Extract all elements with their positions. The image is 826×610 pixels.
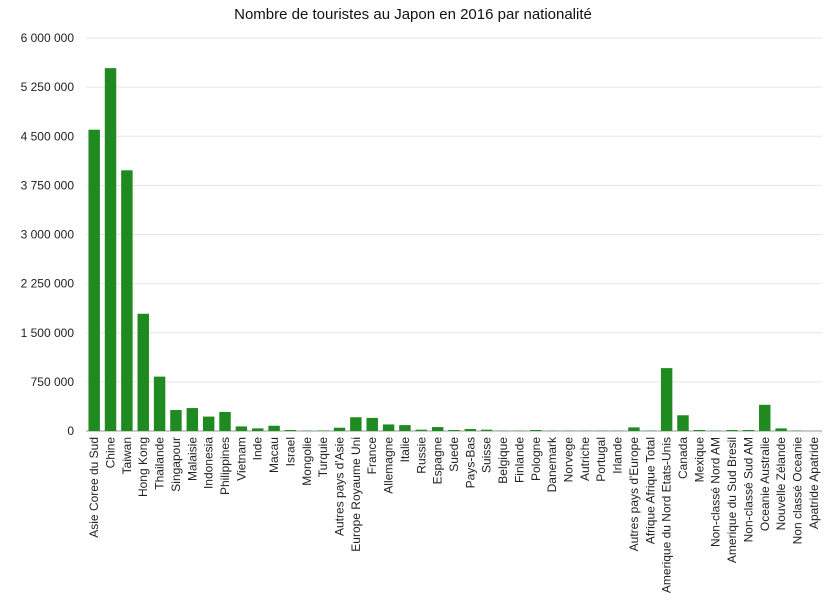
x-tick-label: Asie Coree du Sud xyxy=(87,437,101,538)
bar xyxy=(137,313,149,431)
x-tick-label: Italie xyxy=(398,437,412,463)
bar xyxy=(677,415,689,431)
x-tick-label: Espagne xyxy=(431,437,445,485)
bar xyxy=(431,427,444,431)
x-tick-label: Non-classé Sud AM xyxy=(741,437,755,542)
bar xyxy=(759,404,771,431)
bar xyxy=(775,428,787,431)
bar xyxy=(382,424,395,431)
bar xyxy=(628,427,640,431)
bar xyxy=(660,368,673,431)
x-tick-label: Amerique du Sud Bresil xyxy=(725,437,739,563)
x-tick-label: Israel xyxy=(283,437,297,466)
x-tick-label: Mongolie xyxy=(300,437,314,486)
x-tick-label: Malaisie xyxy=(185,437,199,481)
bar xyxy=(350,417,362,431)
x-tick-label: Norvege xyxy=(561,437,575,483)
x-tick-label: Apatride Apatride xyxy=(807,437,821,529)
x-tick-label: Europe Royaume Uni xyxy=(349,437,363,552)
x-tick-label: Finlande xyxy=(512,437,526,483)
y-tick-label: 1 500 000 xyxy=(21,326,75,340)
x-tick-label: Non-classé Nord AM xyxy=(709,437,723,547)
x-tick-label: Thailande xyxy=(153,437,167,490)
y-tick-label: 4 500 000 xyxy=(21,129,75,143)
x-tick-label: Macau xyxy=(267,437,281,473)
chart-title: Nombre de touristes au Japon en 2016 par… xyxy=(234,6,592,23)
bar xyxy=(464,429,477,431)
bar xyxy=(252,428,264,431)
x-tick-label: Hong Kong xyxy=(136,437,150,497)
y-tick-label: 0 xyxy=(67,424,74,438)
bar xyxy=(742,430,755,431)
x-tick-label: Suisse xyxy=(480,437,494,473)
bar xyxy=(235,426,248,431)
bar xyxy=(480,429,493,431)
x-tick-label: Irlande xyxy=(611,437,625,474)
x-tick-label: Indonesia xyxy=(202,437,216,489)
x-tick-label: Nouvelle Zélande xyxy=(774,437,788,531)
bar xyxy=(415,429,428,431)
x-tick-label: Danemark xyxy=(545,436,559,492)
bar xyxy=(366,417,378,431)
x-tick-label: Amerique du Nord Etats-Unis xyxy=(660,437,674,593)
bar xyxy=(268,425,280,431)
x-tick-label: Autres pays d'Asie xyxy=(333,437,347,536)
bar xyxy=(153,376,166,431)
x-tick-label: Suede xyxy=(447,437,461,472)
bar xyxy=(284,430,297,431)
bar xyxy=(104,68,117,431)
bar xyxy=(333,427,346,431)
x-tick-label: Mexique xyxy=(692,437,706,483)
y-tick-label: 3 750 000 xyxy=(21,178,75,192)
x-tick-label: Singapour xyxy=(169,437,183,492)
y-tick-label: 3 000 000 xyxy=(21,228,75,242)
y-tick-label: 6 000 000 xyxy=(21,31,75,45)
x-tick-label: Portugal xyxy=(594,437,608,482)
bar xyxy=(317,430,329,431)
x-tick-label: Autres pays d'Europe xyxy=(627,437,641,552)
x-tick-label: Oceanie Australie xyxy=(758,437,772,531)
x-tick-label: Pays-Bas xyxy=(463,437,477,488)
x-tick-label: Taiwan xyxy=(120,437,134,474)
bar xyxy=(530,430,542,431)
x-tick-label: Turquie xyxy=(316,437,330,478)
x-tick-label: Canada xyxy=(676,437,690,479)
bar xyxy=(186,408,199,431)
x-tick-label: Inde xyxy=(251,437,265,461)
bar xyxy=(88,129,100,431)
x-tick-label: Vietnam xyxy=(234,437,248,481)
x-tick-label: Pologne xyxy=(529,437,543,481)
x-tick-label: Russie xyxy=(414,437,428,474)
x-tick-label: Philippines xyxy=(218,437,232,495)
bar xyxy=(202,416,215,431)
bar xyxy=(399,425,411,431)
x-tick-label: Non classé Oceanie xyxy=(790,437,804,545)
x-tick-label: Afrique Afrique Total xyxy=(643,437,657,544)
x-tick-label: France xyxy=(365,437,379,475)
x-tick-label: Allemagne xyxy=(382,437,396,494)
y-tick-label: 2 250 000 xyxy=(21,277,75,291)
y-tick-label: 750 000 xyxy=(31,375,75,389)
x-tick-label: Autriche xyxy=(578,437,592,481)
bar xyxy=(693,430,706,431)
bar xyxy=(219,412,231,431)
x-tick-label: Belgique xyxy=(496,437,510,484)
y-tick-label: 5 250 000 xyxy=(21,80,75,94)
bar xyxy=(170,410,182,431)
bar xyxy=(726,430,738,431)
bar xyxy=(121,170,133,431)
x-tick-label: Chine xyxy=(104,437,118,469)
bar xyxy=(448,430,460,431)
